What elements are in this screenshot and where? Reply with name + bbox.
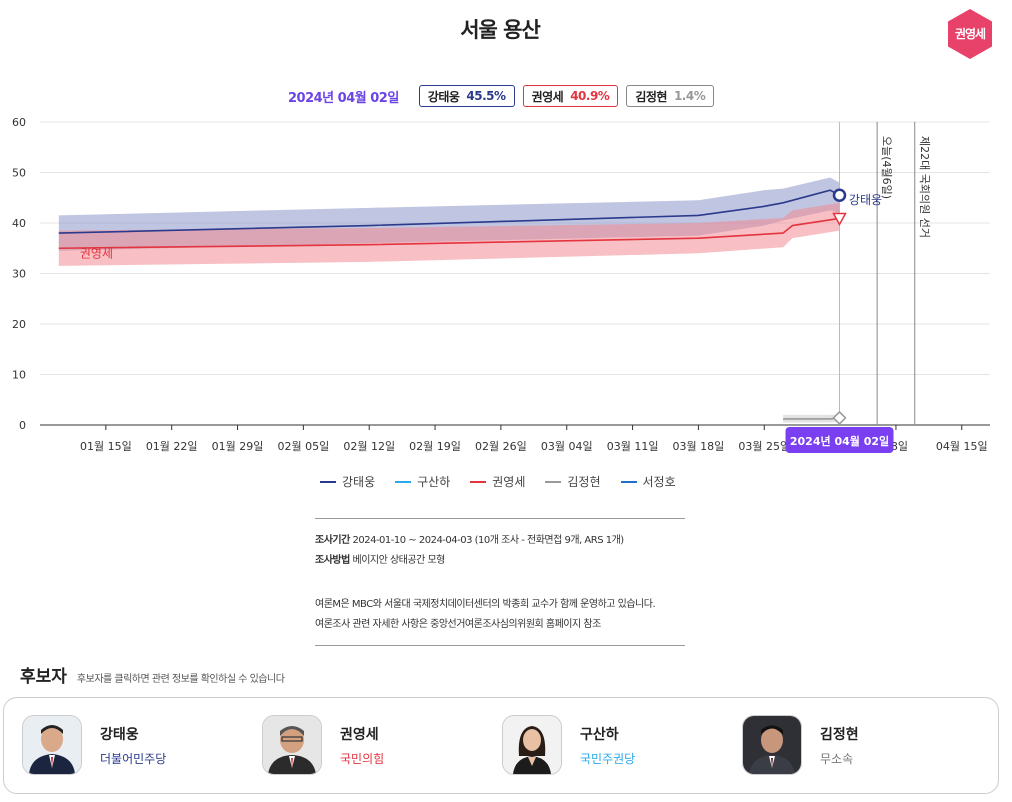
x-tick-label: 03월 04일 — [541, 439, 593, 453]
candidate-name: 권영세 — [340, 726, 379, 743]
x-tick-label: 01월 15일 — [80, 439, 132, 453]
candidate-card[interactable]: 구산하 국민주권당 — [502, 715, 635, 775]
survey-note-2: 여론조사 관련 자세한 사항은 중앙선거여론조사심의위원회 홈페이지 참조 — [315, 619, 601, 630]
legend-chip-3[interactable]: 김정현 1.4% — [626, 85, 715, 107]
legend-line-icon — [620, 480, 637, 483]
marker-김정현 — [832, 410, 847, 425]
candidate-party: 국민주권당 — [580, 751, 636, 766]
y-tick-label: 50 — [12, 167, 26, 180]
candidate-party: 국민의힘 — [340, 751, 385, 766]
candidate-name: 김정현 — [820, 726, 859, 743]
vline-label: 제22대 국회의원 선거 — [918, 136, 931, 238]
legend-chip-1[interactable]: 강태웅 45.5% — [418, 85, 515, 107]
legend-line-icon — [470, 480, 487, 483]
candidate-party: 무소속 — [820, 751, 854, 766]
avatar — [742, 715, 802, 775]
x-tick-label: 02월 05일 — [277, 439, 329, 453]
candidate-party: 더불어민주당 — [100, 751, 167, 766]
candidates-title: 후보자 — [20, 667, 67, 687]
candidates-heading: 후보자 후보자를 클릭하면 관련 정보를 확인하실 수 있습니다 — [20, 662, 285, 687]
legend-item[interactable]: 구산하 — [395, 473, 450, 490]
avatar — [502, 715, 562, 775]
avatar — [22, 715, 82, 775]
chip-name: 권영세 — [531, 89, 564, 104]
legend-line-icon — [395, 480, 412, 483]
avatar — [262, 715, 322, 775]
top-legend: 2024년 04월 02일 강태웅 45.5% 권영세 40.9% 김정현 1.… — [288, 84, 715, 108]
series-legend: 강태웅 구산하 권영세 김정현 서정호 — [320, 473, 676, 490]
legend-item[interactable]: 서정호 — [620, 473, 676, 490]
marker-권영세 — [832, 212, 847, 227]
hexagon-icon — [948, 9, 992, 59]
legend-item[interactable]: 강태웅 — [320, 473, 375, 490]
y-tick-label: 60 — [12, 116, 26, 129]
legend-label: 김정현 — [567, 475, 601, 489]
legend-label: 권영세 — [492, 475, 526, 489]
survey-note-1: 여론M은 MBC와 서울대 국제정치데이터센터의 박종희 교수가 함께 운영하고… — [315, 599, 656, 610]
chip-percent: 45.5% — [466, 89, 506, 103]
legend-label: 서정호 — [642, 475, 676, 489]
x-tick-label: 03월 11일 — [607, 439, 659, 453]
legend-line-icon — [320, 480, 336, 483]
y-tick-label: 0 — [19, 419, 26, 432]
survey-period: 조사기간 2024-01-10 ~ 2024-04-03 (10개 조사 - 전… — [315, 535, 624, 546]
y-tick-label: 40 — [12, 217, 26, 230]
marker-강태웅 — [832, 188, 847, 202]
page-title: 서울 용산 — [460, 18, 541, 42]
series-label: 권영세 — [80, 246, 113, 260]
survey-method: 조사방법 베이지안 상태공간 모형 — [315, 555, 445, 566]
y-tick-label: 10 — [12, 369, 26, 382]
series-label: 강태웅 — [849, 193, 882, 207]
legend-line-icon — [545, 480, 562, 483]
candidates-hint: 후보자를 클릭하면 관련 정보를 확인하실 수 있습니다 — [76, 674, 285, 685]
x-tick-label: 02월 19일 — [409, 439, 461, 453]
poll-trend-chart[interactable]: 0 10 20 30 40 50 60 01월 15일 01월 22일 01월 29일 02월 05… — [0, 110, 1012, 470]
y-tick-label: 30 — [12, 268, 26, 281]
x-tick-label: 01월 22일 — [146, 439, 198, 453]
chip-name: 강태웅 — [427, 89, 460, 104]
legend-label: 구산하 — [417, 475, 451, 489]
x-tick-label: 01월 29일 — [212, 439, 264, 453]
legend-item[interactable]: 권영세 — [470, 473, 525, 490]
x-tick-label: 03월 25일 — [738, 439, 790, 453]
candidate-name: 구산하 — [580, 726, 619, 743]
line-강태웅 — [58, 189, 840, 234]
hover-date-box — [785, 427, 894, 453]
y-tick-label: 20 — [12, 318, 26, 331]
vline-label: 오늘(4월6일) — [880, 136, 894, 199]
selected-date: 2024년 04월 02일 — [288, 90, 399, 106]
candidate-name: 강태웅 — [100, 726, 139, 743]
candidate-list: 강태웅 더불어민주당 권영세 국민의힘 구산하 국민주권당 김정현 무소속 — [3, 697, 999, 794]
line-권영세 — [58, 217, 840, 250]
hover-date-label: 2024년 04월 02일 — [790, 434, 889, 448]
x-tick-label: 02월 26일 — [475, 439, 527, 453]
x-tick-label: 03월 18일 — [673, 439, 725, 453]
badge-label: 권영세 — [954, 27, 986, 41]
band-권영세 — [58, 202, 840, 266]
x-tick-label: 02월 12일 — [343, 439, 395, 453]
chip-name: 김정현 — [635, 89, 667, 104]
chip-percent: 40.9% — [570, 89, 610, 103]
candidate-card[interactable]: 권영세 국민의힘 — [262, 715, 384, 775]
candidate-card[interactable]: 강태웅 더불어민주당 — [22, 715, 166, 775]
legend-item[interactable]: 김정현 — [545, 473, 601, 490]
candidate-card[interactable]: 김정현 무소속 — [742, 715, 859, 775]
legend-chip-2[interactable]: 권영세 40.9% — [522, 85, 619, 107]
x-tick-label: 04월 15일 — [936, 439, 988, 453]
legend-label: 강태웅 — [342, 475, 376, 489]
candidate-badge[interactable]: 권영세 — [944, 8, 996, 60]
survey-info: 조사기간 2024-01-10 ~ 2024-04-03 (10개 조사 - 전… — [315, 518, 685, 646]
chip-percent: 1.4% — [673, 89, 706, 103]
